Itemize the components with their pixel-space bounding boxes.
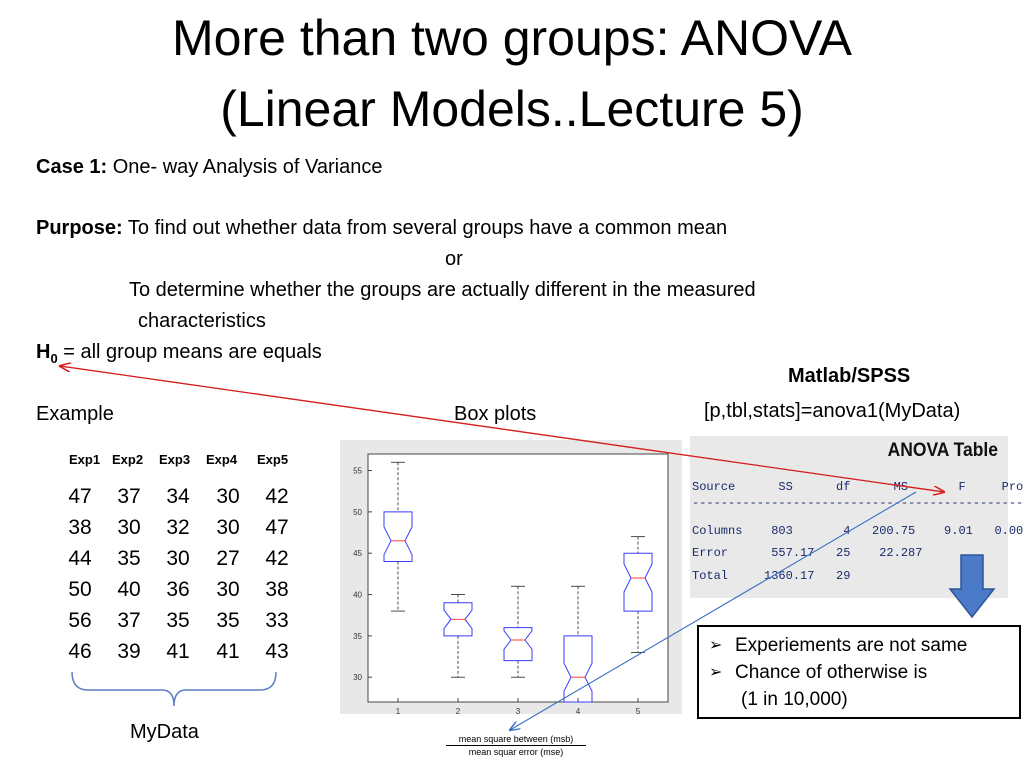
data-cell: 43 <box>265 640 289 663</box>
anova-row-columns: Columns 803 4 200.75 9.01 0.0001 <box>692 524 1024 538</box>
data-cell: 33 <box>265 609 289 632</box>
column-header: Exp3 <box>159 452 191 467</box>
data-cell: 30 <box>216 516 240 539</box>
column-header: Exp5 <box>257 452 289 467</box>
data-cell: 35 <box>166 609 190 632</box>
data-cell: 30 <box>117 516 141 539</box>
slide-title-line2: (Linear Models..Lecture 5) <box>220 81 804 137</box>
data-cell: 47 <box>68 485 92 508</box>
y-tick-label: 30 <box>353 673 362 682</box>
data-cell: 38 <box>265 578 289 601</box>
hypothesis-symbol: H <box>36 341 51 363</box>
purpose-alt-line2: characteristics <box>138 310 266 332</box>
data-cell: 32 <box>166 516 190 539</box>
data-cell: 37 <box>117 609 141 632</box>
data-cell: 30 <box>216 578 240 601</box>
data-table-body: 47 37 34 30 42 38 30 32 30 47 44 35 30 27 42 50 40 36 30 38… <box>0 485 320 675</box>
case-line: Case 1: One- way Analysis of Variance <box>36 155 382 179</box>
x-tick-label: 2 <box>456 707 461 714</box>
purpose-label: Purpose: <box>36 217 123 239</box>
y-tick-label: 50 <box>353 508 362 517</box>
anova-header-line: Source SS df MS F Prob>F <box>692 480 1024 494</box>
matlab-heading: Matlab/SPSS <box>788 365 911 387</box>
plot-area <box>367 453 669 703</box>
purpose-or: or <box>445 248 463 270</box>
data-cell: 46 <box>68 640 92 663</box>
data-cell: 34 <box>166 485 190 508</box>
column-header: Exp2 <box>112 452 144 467</box>
data-cell: 30 <box>216 485 240 508</box>
mydata-brace <box>71 671 277 707</box>
data-cell: 47 <box>265 516 289 539</box>
data-cell: 35 <box>216 609 240 632</box>
formula-numerator: mean square between (msb) <box>446 733 586 746</box>
data-cell: 42 <box>265 547 289 570</box>
anova-row-error: Error 557.17 25 22.287 <box>692 546 923 560</box>
data-cell: 38 <box>68 516 92 539</box>
purpose-line: Purpose: To find out whether data from s… <box>36 216 727 240</box>
hypothesis-subscript: 0 <box>50 351 58 366</box>
formula-denominator: mean squar error (mse) <box>468 747 564 757</box>
data-cell: 36 <box>166 578 190 601</box>
purpose-alt-line1: To determine whether the groups are actu… <box>129 279 756 301</box>
x-tick-label: 5 <box>636 707 641 714</box>
data-cell: 30 <box>166 547 190 570</box>
x-tick-label: 3 <box>516 707 521 714</box>
data-cell: 41 <box>216 640 240 663</box>
example-label: Example <box>36 403 114 425</box>
data-table-header: Exp1 Exp2 Exp3 Exp4 Exp5 <box>0 452 320 472</box>
down-arrow-icon <box>948 554 996 619</box>
anova-table-title: ANOVA Table <box>887 440 998 461</box>
data-cell: 44 <box>68 547 92 570</box>
y-tick-label: 55 <box>353 467 362 476</box>
box-1 <box>383 511 413 562</box>
x-tick-label: 4 <box>576 707 581 714</box>
box-2 <box>443 602 473 637</box>
hypothesis-line: H0 = all group means are equals <box>36 340 322 371</box>
data-cell: 27 <box>216 547 240 570</box>
matlab-command: [p,tbl,stats]=anova1(MyData) <box>704 400 961 422</box>
purpose-text: To find out whether data from several gr… <box>127 217 728 239</box>
data-cell: 39 <box>117 640 141 663</box>
conclusion-item: Chance of otherwise is <box>735 662 928 683</box>
conclusion-item: Experiements are not same <box>735 635 968 656</box>
conclusion-note: (1 in 10,000) <box>741 689 848 710</box>
data-cell: 56 <box>68 609 92 632</box>
f-formula: mean square between (msb) mean squar err… <box>446 733 586 758</box>
case-text: One- way Analysis of Variance <box>112 156 383 178</box>
data-cell: 35 <box>117 547 141 570</box>
conclusion-box: ➢ Experiements are not same ➢ Chance of … <box>697 625 1021 719</box>
data-cell: 41 <box>166 640 190 663</box>
data-cell: 40 <box>117 578 141 601</box>
data-cell: 50 <box>68 578 92 601</box>
anova-separator: ----------------------------------------… <box>692 496 1024 510</box>
y-tick-label: 35 <box>353 632 362 641</box>
y-tick-label: 40 <box>353 591 362 600</box>
y-tick-label: 45 <box>353 549 362 558</box>
column-header: Exp4 <box>206 452 238 467</box>
boxplot-label: Box plots <box>454 403 537 425</box>
slide-title-line1: More than two groups: ANOVA <box>172 10 852 66</box>
x-tick-label: 1 <box>396 707 401 714</box>
data-cell: 42 <box>265 485 289 508</box>
boxplot-figure: 30 35 40 45 50 55 1 2 3 4 5 <box>340 440 682 716</box>
case-label: Case 1: <box>36 156 108 178</box>
arrow-bullet-icon: ➢ <box>709 637 723 654</box>
data-cell: 37 <box>117 485 141 508</box>
hypothesis-text: = all group means are equals <box>63 341 322 363</box>
anova-row-total: Total 1360.17 29 <box>692 569 851 583</box>
column-header: Exp1 <box>69 452 101 467</box>
arrow-bullet-icon: ➢ <box>709 664 723 681</box>
mydata-label: MyData <box>130 721 199 743</box>
